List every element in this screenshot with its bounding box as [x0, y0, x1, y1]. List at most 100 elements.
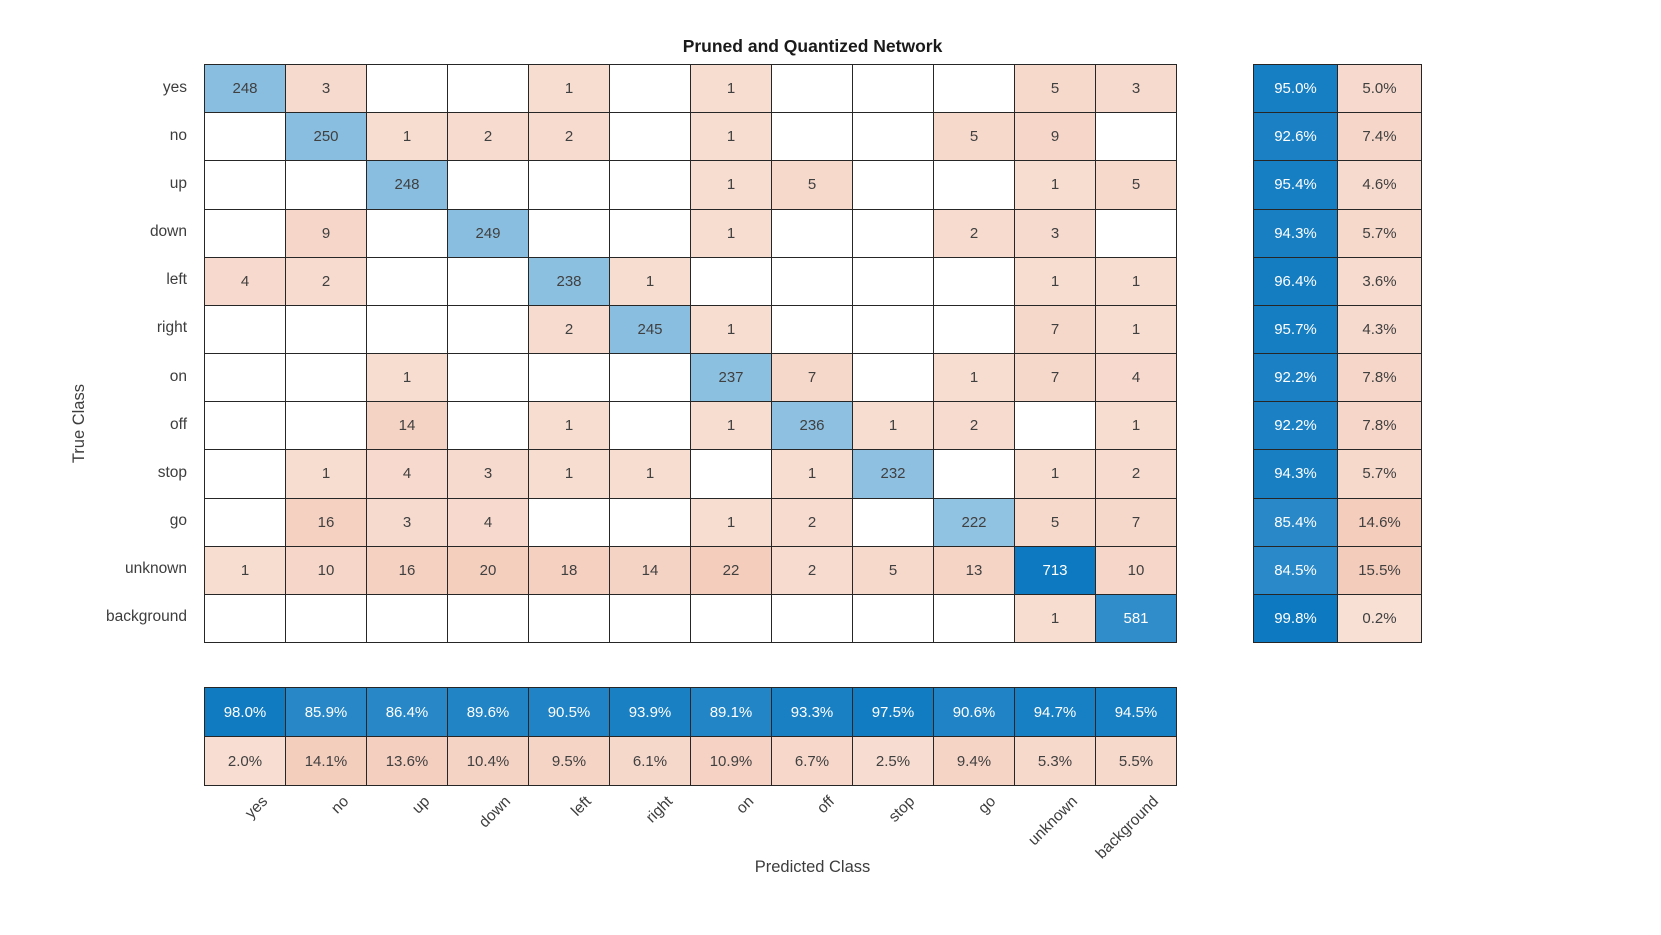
col-summary-positive-cell: 94.5% — [1096, 688, 1176, 736]
matrix-cell: 248 — [205, 65, 285, 113]
matrix-cell-empty — [772, 113, 852, 161]
col-summary-positive-cell: 90.5% — [529, 688, 609, 736]
matrix-cell: 4 — [448, 498, 528, 546]
matrix-cell-empty — [286, 402, 366, 450]
col-summary-positive-cell: 93.9% — [610, 688, 690, 736]
matrix-cell: 2 — [529, 113, 609, 161]
true-class-tick-label: on — [169, 367, 187, 385]
matrix-cell: 9 — [286, 209, 366, 257]
matrix-cell: 581 — [1096, 594, 1176, 642]
matrix-cell-empty — [610, 209, 690, 257]
col-summary-negative-cell: 10.4% — [448, 737, 528, 785]
matrix-cell-empty — [205, 594, 285, 642]
row-summary-negative-cell: 3.6% — [1338, 257, 1421, 305]
true-class-tick-label: yes — [162, 79, 187, 97]
matrix-cell-empty — [529, 594, 609, 642]
true-class-tick-label: down — [149, 223, 187, 241]
matrix-cell: 2 — [529, 305, 609, 353]
matrix-cell-empty — [205, 305, 285, 353]
matrix-cell: 1 — [367, 354, 447, 402]
matrix-cell-empty — [448, 305, 528, 353]
predicted-class-tick-label: background — [1092, 793, 1162, 863]
col-summary-positive-cell: 97.5% — [853, 688, 933, 736]
row-summary-positive-cell: 84.5% — [1254, 546, 1337, 594]
matrix-cell-empty — [853, 257, 933, 305]
matrix-cell-empty — [367, 594, 447, 642]
matrix-cell: 1 — [610, 257, 690, 305]
col-summary-positive-cell: 93.3% — [772, 688, 852, 736]
col-summary-negative-cell: 6.7% — [772, 737, 852, 785]
matrix-cell-empty — [1096, 113, 1176, 161]
matrix-cell-empty — [529, 498, 609, 546]
row-summary-grid: 95.0% 5.0% 92.6% 7.4% 95.4% 4.6% 94.3% 5.7% 96.4… — [1253, 64, 1422, 643]
matrix-cell: 1 — [1015, 594, 1095, 642]
matrix-cell: 1 — [691, 65, 771, 113]
row-summary-positive-cell: 92.6% — [1254, 113, 1337, 161]
matrix-cell: 2 — [286, 257, 366, 305]
matrix-cell: 2 — [772, 498, 852, 546]
matrix-cell: 1 — [691, 305, 771, 353]
row-summary-negative-cell: 15.5% — [1338, 546, 1421, 594]
matrix-cell-empty — [772, 305, 852, 353]
matrix-cell-empty — [934, 594, 1014, 642]
matrix-cell-empty — [448, 594, 528, 642]
matrix-cell: 1 — [529, 65, 609, 113]
matrix-cell: 1 — [934, 354, 1014, 402]
true-class-tick-label: background — [105, 607, 187, 625]
matrix-cell-empty — [205, 113, 285, 161]
matrix-cell-empty — [934, 257, 1014, 305]
matrix-cell: 245 — [610, 305, 690, 353]
matrix-cell: 232 — [853, 450, 933, 498]
matrix-cell-empty — [205, 354, 285, 402]
matrix-cell: 3 — [1015, 209, 1095, 257]
row-summary-negative-cell: 14.6% — [1338, 498, 1421, 546]
matrix-cell: 18 — [529, 546, 609, 594]
true-class-tick-label: go — [169, 511, 187, 529]
matrix-cell-empty — [853, 354, 933, 402]
matrix-cell: 238 — [529, 257, 609, 305]
row-summary-negative-cell: 5.7% — [1338, 209, 1421, 257]
row-summary-negative-cell: 5.7% — [1338, 450, 1421, 498]
col-summary-positive-cell: 89.1% — [691, 688, 771, 736]
predicted-class-tick-label: down — [476, 793, 515, 832]
row-summary-negative-cell: 4.3% — [1338, 305, 1421, 353]
matrix-cell-empty — [691, 450, 771, 498]
matrix-cell: 16 — [367, 546, 447, 594]
col-summary-negative-cell: 2.5% — [853, 737, 933, 785]
col-summary-negative-cell: 13.6% — [367, 737, 447, 785]
matrix-cell-empty — [853, 161, 933, 209]
matrix-cell: 7 — [1015, 305, 1095, 353]
matrix-cell: 1 — [529, 402, 609, 450]
matrix-cell: 1 — [691, 498, 771, 546]
matrix-cell-empty — [853, 498, 933, 546]
true-class-tick-labels: yes no up down left right on off stop go unknown ba… — [0, 64, 196, 641]
row-summary-positive-cell: 94.3% — [1254, 450, 1337, 498]
matrix-cell-empty — [610, 594, 690, 642]
matrix-cell-empty — [934, 161, 1014, 209]
row-summary-negative-cell: 5.0% — [1338, 65, 1421, 113]
matrix-cell-empty — [853, 594, 933, 642]
row-summary-positive-cell: 94.3% — [1254, 209, 1337, 257]
matrix-cell: 1 — [1015, 257, 1095, 305]
row-summary-negative-cell: 0.2% — [1338, 594, 1421, 642]
predicted-class-tick-label: yes — [242, 793, 272, 823]
predicted-class-tick-label: off — [813, 793, 838, 818]
matrix-cell: 2 — [1096, 450, 1176, 498]
predicted-class-tick-label: go — [975, 793, 1000, 818]
matrix-cell: 237 — [691, 354, 771, 402]
matrix-cell: 1 — [205, 546, 285, 594]
col-summary-positive-cell: 98.0% — [205, 688, 285, 736]
matrix-cell-empty — [367, 257, 447, 305]
matrix-cell: 1 — [610, 450, 690, 498]
row-summary-positive-cell: 96.4% — [1254, 257, 1337, 305]
matrix-cell-empty — [853, 113, 933, 161]
true-class-tick-label: left — [166, 271, 187, 289]
matrix-cell: 5 — [1015, 65, 1095, 113]
matrix-cell: 1 — [1096, 402, 1176, 450]
row-summary-positive-cell: 85.4% — [1254, 498, 1337, 546]
matrix-cell-empty — [448, 161, 528, 209]
x-axis-label: Predicted Class — [754, 858, 871, 876]
col-summary-positive-cell: 90.6% — [934, 688, 1014, 736]
matrix-cell-empty — [610, 113, 690, 161]
